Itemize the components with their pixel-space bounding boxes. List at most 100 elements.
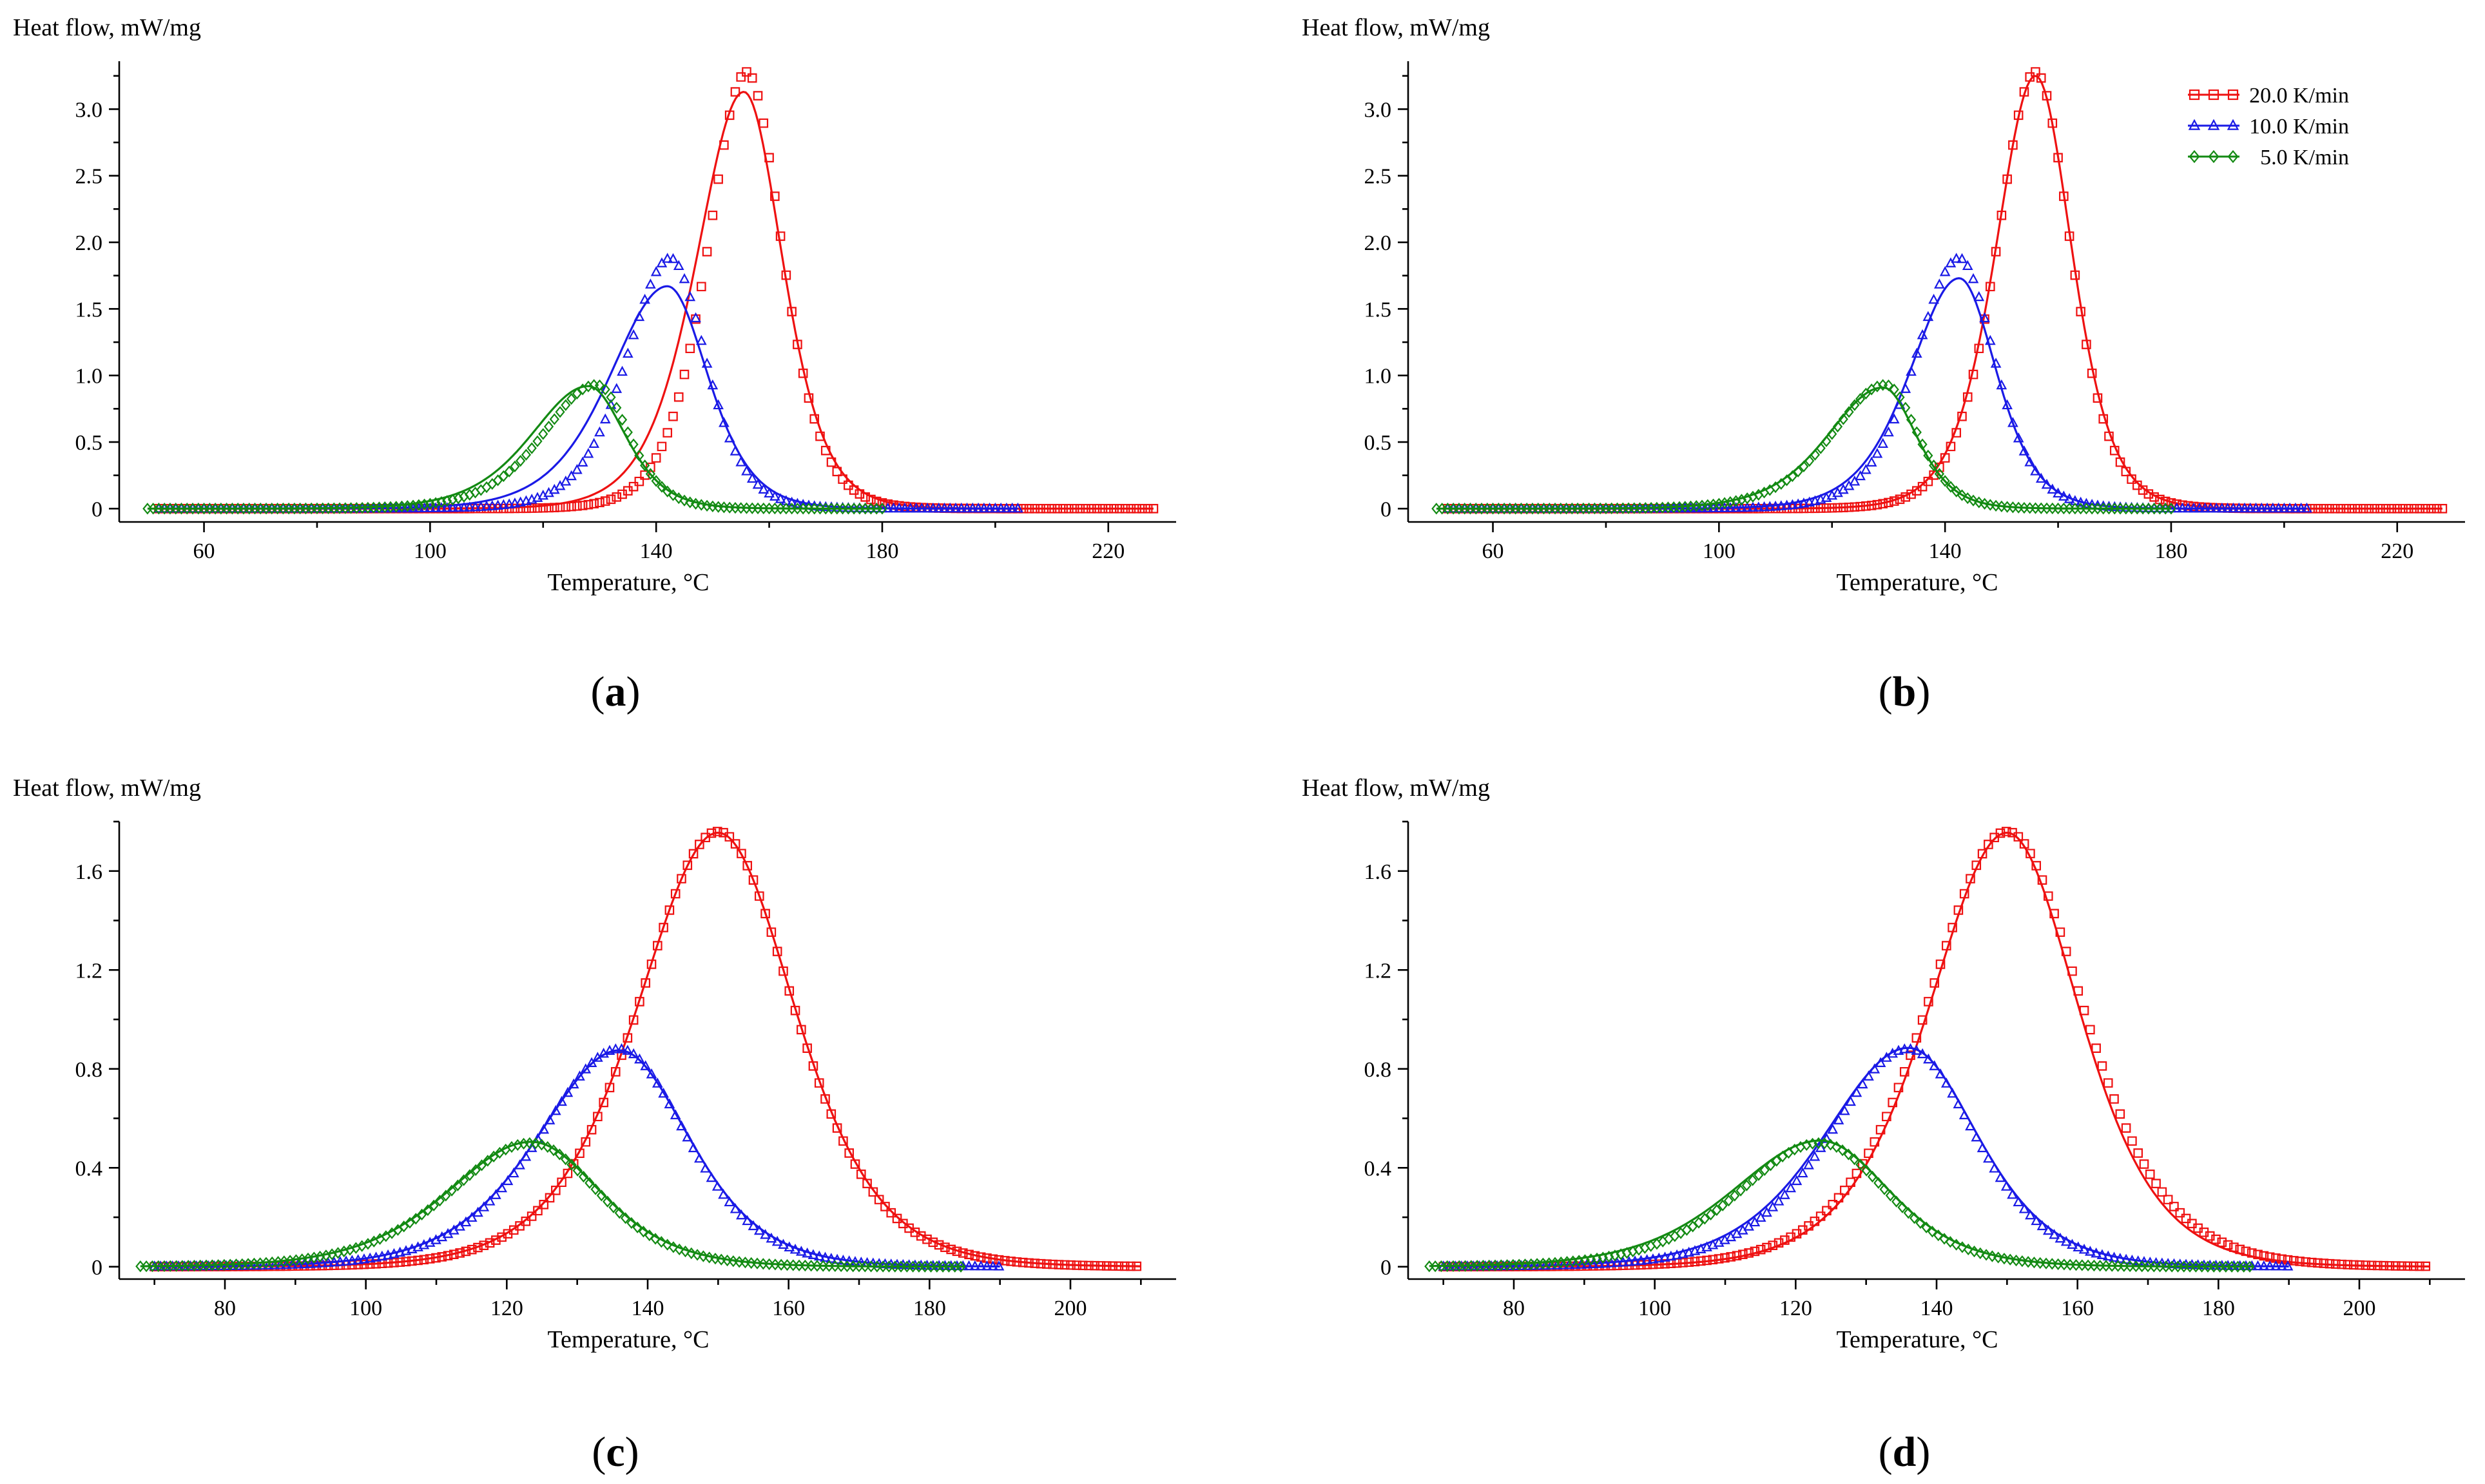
data-point: [653, 941, 662, 950]
data-point: [798, 368, 808, 378]
data-point: [2029, 1257, 2040, 1269]
data-point: [611, 383, 623, 393]
data-point: [464, 501, 476, 512]
data-point: [1966, 874, 1975, 883]
data-point: [2421, 1261, 2431, 1271]
data-point: [674, 1243, 684, 1256]
data-point: [610, 1043, 621, 1054]
data-point: [933, 502, 945, 513]
data-point: [509, 497, 521, 508]
data-point: [1804, 455, 1815, 467]
data-point: [1845, 1095, 1856, 1106]
data-point: [770, 191, 780, 201]
data-point: [910, 1228, 920, 1237]
data-point: [700, 1162, 711, 1173]
data-point: [656, 1236, 666, 1248]
legend-label: 20.0 K/min: [2249, 84, 2349, 108]
panel-a: 0 0.5 1.0 1.5 2.0 2.5 3.0 60 100 140 180 220 Heat fl…: [13, 14, 1176, 715]
data-point: [2053, 153, 2063, 162]
x-tick-label: 140: [1920, 1296, 1953, 1320]
data-point: [1957, 489, 1968, 501]
data-point: [628, 329, 639, 340]
y-tick-label: 0.5: [75, 431, 103, 455]
x-axis-title: Temperature, °C: [1837, 569, 1998, 596]
data-point: [2273, 502, 2284, 513]
data-point: [1522, 1260, 1533, 1270]
data-point: [1951, 428, 1961, 438]
data-point: [458, 501, 470, 512]
data-point: [2073, 1241, 2084, 1251]
data-point: [1989, 1162, 2000, 1173]
data-point: [394, 1246, 406, 1257]
data-point: [1779, 1189, 1790, 1199]
data-point: [556, 1095, 567, 1106]
data-point: [676, 1120, 687, 1131]
data-point: [2059, 191, 2069, 201]
data-point: [2049, 909, 2059, 919]
data-point: [1132, 1261, 1142, 1271]
x-tick-label: 160: [2061, 1296, 2094, 1320]
data-point: [566, 470, 577, 481]
data-point: [1969, 1245, 1980, 1258]
data-point: [746, 472, 758, 483]
data-point: [724, 110, 735, 120]
data-point: [1699, 1213, 1710, 1225]
data-point: [710, 1253, 720, 1265]
data-point: [2301, 502, 2312, 513]
data-point: [1984, 334, 1996, 345]
data-point: [2070, 270, 2080, 280]
data-point: [581, 1137, 591, 1147]
data-point: [730, 445, 741, 456]
data-point: [2075, 496, 2086, 507]
legend-marker: [2227, 89, 2239, 101]
fit-line: [1443, 831, 2430, 1268]
data-point: [1007, 502, 1018, 513]
data-point: [970, 1251, 980, 1261]
data-point: [470, 501, 481, 512]
data-point: [844, 1148, 854, 1158]
data-point: [874, 1195, 884, 1204]
data-point: [1882, 1112, 1891, 1122]
data-point: [2073, 986, 2084, 996]
data-point: [574, 1070, 585, 1081]
data-point: [1962, 492, 1973, 505]
data-point: [1148, 504, 1159, 514]
data-point: [1899, 1043, 1910, 1054]
data-point: [922, 502, 933, 513]
data-point: [498, 499, 509, 510]
data-point: [577, 456, 588, 467]
data-point: [1773, 1195, 1784, 1206]
data-point: [1787, 470, 1797, 483]
data-point: [635, 997, 644, 1007]
data-point: [1894, 399, 1906, 409]
data-point: [1875, 1124, 1886, 1135]
data-point: [1991, 247, 2001, 256]
data-point: [688, 849, 699, 859]
data-point: [520, 1150, 532, 1161]
data-point: [472, 1206, 483, 1217]
data-point: [784, 1241, 795, 1251]
data-point: [2283, 1255, 2293, 1265]
data-point: [1911, 347, 1922, 358]
data-point: [1962, 392, 1973, 402]
legend-item: 10.0 K/min: [2188, 115, 2349, 139]
data-point: [2102, 1250, 2114, 1261]
data-point: [668, 411, 678, 421]
data-point: [614, 1207, 624, 1219]
data-point: [1767, 1201, 1779, 1211]
data-point: [809, 414, 820, 424]
data-point: [1888, 413, 1900, 424]
data-point: [2252, 1260, 2263, 1271]
data-point: [1939, 1233, 1949, 1245]
data-point: [498, 470, 508, 483]
data-point: [447, 501, 458, 512]
data-point: [766, 1232, 777, 1243]
data-point: [650, 1233, 661, 1245]
data-point: [639, 293, 650, 304]
y-tick-label: 0.4: [75, 1157, 103, 1180]
y-tick-label: 0.8: [75, 1058, 103, 1082]
data-point: [1996, 379, 2007, 390]
data-point: [1971, 1131, 1982, 1142]
data-point: [572, 463, 583, 474]
data-point: [2067, 1238, 2078, 1249]
